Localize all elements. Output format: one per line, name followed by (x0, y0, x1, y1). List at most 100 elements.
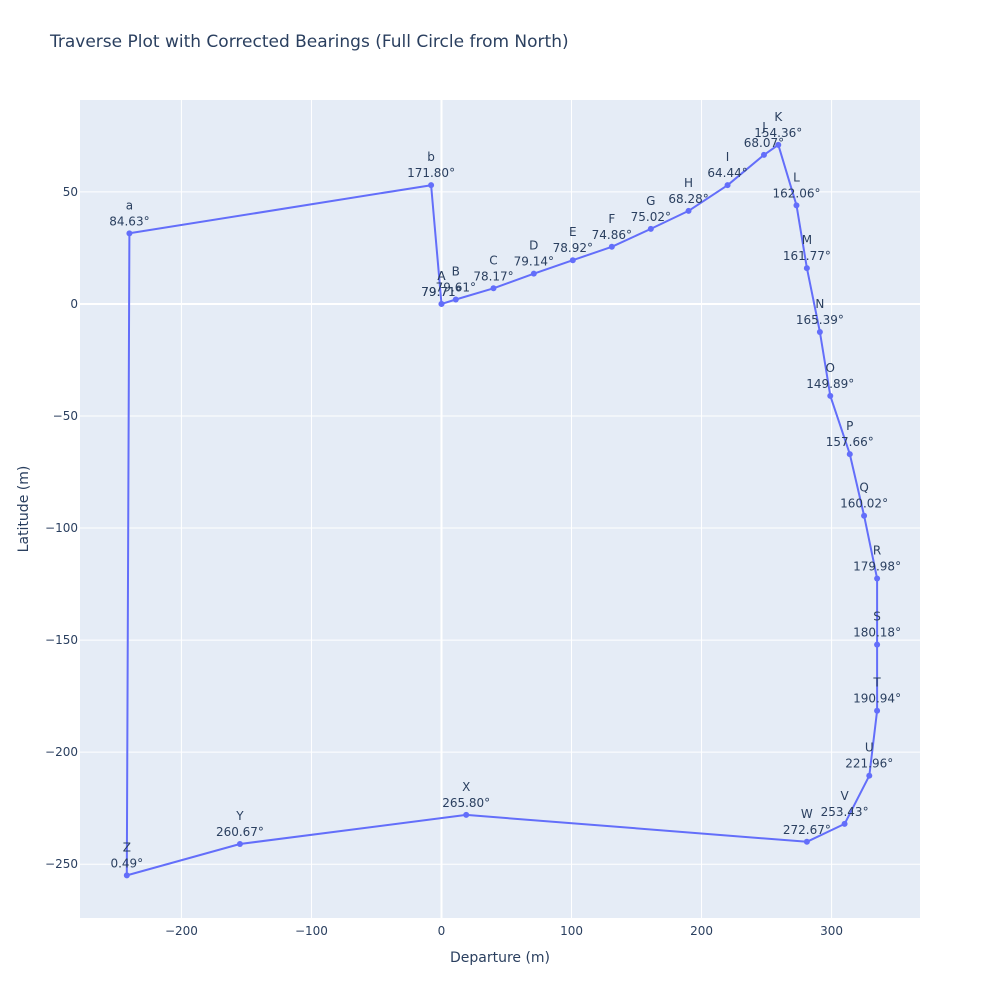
plot-background (80, 100, 920, 918)
y-tick-label: −250 (45, 857, 78, 871)
bearing-label: 0.49° (110, 856, 143, 870)
x-tick-label: −100 (295, 924, 328, 938)
bearing-label: 79.61° (436, 280, 476, 294)
bearing-label: 180.18° (853, 626, 901, 640)
station-point (463, 811, 470, 818)
station-point (874, 641, 881, 648)
station-name-label: R (873, 543, 881, 557)
station-point (841, 820, 848, 827)
station-point (123, 872, 130, 879)
bearing-label: 79.14° (514, 255, 554, 269)
bearing-label: 78.17° (473, 269, 513, 283)
station-name-label: Q (859, 481, 868, 495)
bearing-label: 260.67° (216, 825, 264, 839)
bearing-label: 79.71° (421, 285, 461, 299)
station-point (236, 841, 243, 848)
x-tick-labels: −200 −100 0 100 200 300 (165, 924, 843, 938)
bearing-label: 154.36° (754, 126, 802, 140)
x-tick-label: 200 (690, 924, 713, 938)
station-name-label: E (569, 225, 577, 239)
bearing-label: 161.77° (783, 249, 831, 263)
station-name-label: T (872, 676, 881, 690)
chart-title: Traverse Plot with Corrected Bearings (F… (50, 32, 569, 52)
station-point (685, 207, 692, 214)
station-point (827, 392, 834, 399)
bearing-label: 272.67° (783, 823, 831, 837)
bearing-label: 162.06° (772, 186, 820, 200)
station-name-label: b (427, 150, 435, 164)
station-point (816, 328, 823, 335)
grid (80, 100, 920, 918)
station-name-label: L (793, 170, 800, 184)
station-name-label: A (437, 269, 446, 283)
bearing-label: 78.92° (553, 241, 593, 255)
station-name-label: O (826, 361, 835, 375)
bearing-label: 190.94° (853, 692, 901, 706)
station-point (846, 451, 853, 458)
station-point (874, 707, 881, 714)
station-name-label: B (452, 264, 460, 278)
x-axis-title: Departure (m) (450, 950, 550, 966)
bearing-label: 221.96° (845, 757, 893, 771)
station-point (760, 151, 767, 158)
station-point (569, 257, 576, 264)
bearing-label: 75.02° (631, 210, 671, 224)
point-labels: A 79.71° B 79.61° C 78.17° D 79.14° E 78.92° F 74.8… (109, 110, 901, 871)
station-point (874, 575, 881, 582)
station-name-label: D (529, 239, 538, 253)
station-point (452, 296, 459, 303)
station-point (530, 270, 537, 277)
bearing-label: 79.71° (421, 285, 461, 299)
y-tick-label: 50 (63, 185, 78, 199)
station-point (647, 225, 654, 232)
bearing-label: 157.66° (826, 435, 874, 449)
station-point (793, 202, 800, 209)
station-point (866, 772, 873, 779)
bearing-label: 74.86° (592, 228, 632, 242)
station-point (724, 182, 731, 189)
bearing-label: 253.43° (821, 805, 869, 819)
y-tick-label: −100 (45, 521, 78, 535)
station-point (126, 230, 133, 237)
station-name-label: J (761, 120, 766, 134)
bearing-label: 84.63° (109, 214, 149, 228)
station-point (803, 838, 810, 845)
bearing-label: 68.28° (668, 192, 708, 206)
y-axis-title: Latitude (m) (16, 466, 32, 553)
x-tick-label: 0 (438, 924, 446, 938)
station-name-label: X (462, 780, 470, 794)
y-tick-label: 0 (70, 297, 78, 311)
bearing-label: 265.80° (442, 796, 490, 810)
station-name-label: a (126, 198, 133, 212)
station-point (861, 512, 868, 519)
y-tick-label: −50 (53, 409, 78, 423)
station-name-label: G (646, 194, 655, 208)
station-point (775, 141, 782, 148)
y-tick-labels: −250 −200 −150 −100 −50 0 50 (45, 185, 78, 871)
x-tick-label: 300 (820, 924, 843, 938)
station-name-label: K (774, 110, 783, 124)
station-name-label: W (801, 807, 813, 821)
station-name-label: Y (235, 809, 244, 823)
station-name-label: A (437, 269, 446, 283)
station-name-label: V (840, 789, 849, 803)
bearing-label: 171.80° (407, 166, 455, 180)
bearing-label: 149.89° (806, 377, 854, 391)
station-name-label: P (846, 419, 853, 433)
bearing-label: 64.44° (707, 166, 747, 180)
station-name-label: S (873, 610, 881, 624)
station-point (608, 243, 615, 250)
station-name-label: Z (123, 840, 131, 854)
station-point (490, 285, 497, 292)
station-name-label: I (726, 150, 730, 164)
station-point (803, 265, 810, 272)
station-name-label: H (684, 176, 693, 190)
y-tick-label: −200 (45, 745, 78, 759)
station-name-label: U (865, 741, 874, 755)
station-name-label: F (608, 212, 615, 226)
y-tick-label: −150 (45, 633, 78, 647)
station-name-label: N (815, 297, 824, 311)
bearing-label: 68.07° (744, 136, 784, 150)
bearing-label: 165.39° (796, 313, 844, 327)
